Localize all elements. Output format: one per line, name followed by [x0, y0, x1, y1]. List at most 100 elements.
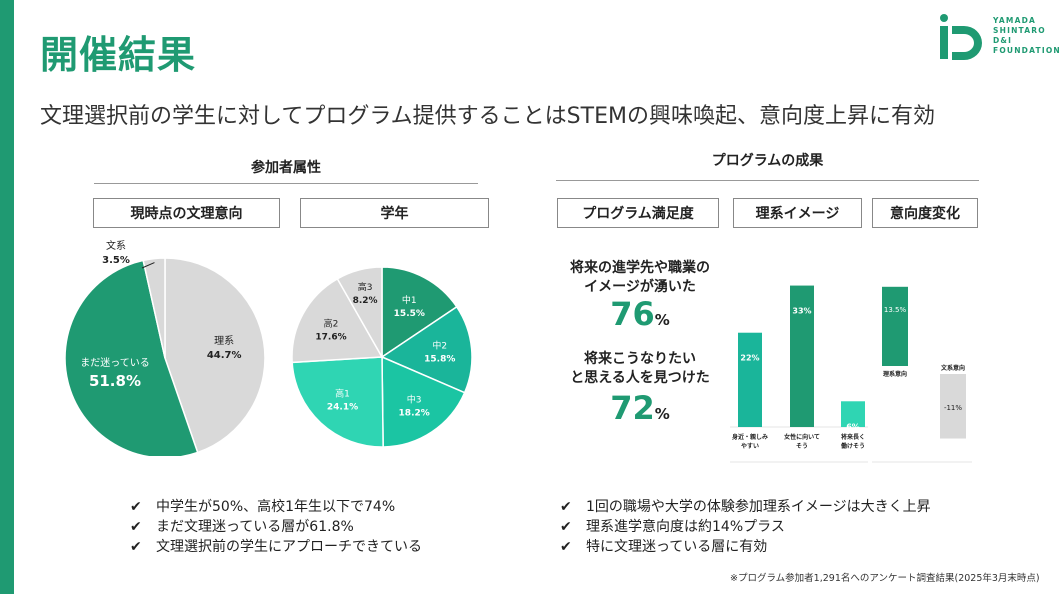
logo-line: YAMADA: [993, 16, 1037, 25]
pill-stem-image: 理系イメージ: [733, 198, 862, 228]
pie-slice-label: 中2: [432, 340, 447, 352]
logo-line: D&I: [993, 36, 1013, 45]
pie-slice-value: 15.5%: [394, 309, 425, 319]
bar-category-label: そう: [796, 443, 808, 450]
list-item: ✔ 中学生が50%、高校1年生以下で74%: [130, 497, 422, 517]
bar-value-label: 22%: [740, 354, 759, 363]
kpi1-label-line: 将来の進学先や職業の: [570, 260, 710, 276]
stem-intention-pie-chart: 理系 44.7% まだ迷っている 51.8% 文系 3.5%: [64, 239, 266, 456]
list-item: ✔ 特に文理迷っている層に有効: [560, 537, 931, 557]
footnote: ※プログラム参加者1,291名へのアンケート調査結果(2025年3月末時点): [730, 573, 1040, 584]
pie-slice-label: 高1: [335, 387, 350, 399]
kpi1-label: 将来の進学先や職業の イメージが湧いた: [550, 259, 730, 297]
bar: [882, 286, 908, 366]
pie-slice-label: まだ迷っている: [80, 357, 150, 369]
pie-slice-label: 中1: [402, 294, 417, 306]
pie-slice: [336, 266, 383, 360]
bar-category-label: 女性に向いて: [784, 433, 820, 441]
left-accent-bar: [0, 0, 14, 594]
logo-d: [952, 26, 982, 60]
pill-satisfaction: プログラム満足度: [557, 198, 719, 228]
kpi1-percent: %: [654, 311, 670, 329]
bar-category-label: やすい: [741, 442, 759, 450]
pie-slice: [291, 277, 384, 364]
kpi2-label: 将来こうなりたい と思える人を見つけた: [550, 350, 730, 388]
bullet-text: 特に文理迷っている層に有効: [586, 539, 768, 555]
bullet-text: 理系進学意向度は約14%プラス: [586, 519, 785, 535]
list-item: ✔ 1回の職場や大学の体験参加理系イメージは大きく上昇: [560, 497, 931, 517]
pie-slice-label: 文系: [106, 239, 126, 252]
bar-value-label: -11%: [944, 404, 962, 412]
list-item: ✔ 理系進学意向度は約14%プラス: [560, 517, 931, 537]
kpi2-label-line: 将来こうなりたい: [584, 351, 696, 367]
pie-slice-label: 高2: [324, 317, 339, 329]
bar-value-label: 13.5%: [884, 306, 907, 314]
kpi1-label-line: イメージが湧いた: [584, 279, 696, 295]
right-bullet-list: ✔ 1回の職場や大学の体験参加理系イメージは大きく上昇 ✔ 理系進学意向度は約14%…: [560, 497, 931, 557]
kpi2-value: 72%: [550, 389, 730, 427]
pie-slice: [64, 259, 199, 456]
kpi1-number: 76: [610, 295, 655, 333]
pie-slice: [142, 257, 166, 359]
attributes-section-title: 参加者属性: [251, 160, 321, 176]
callout-line: [141, 262, 155, 269]
bar: [738, 332, 762, 427]
section-divider: [94, 183, 478, 184]
pie-slice-value: 17.6%: [315, 332, 346, 342]
left-bullet-list: ✔ 中学生が50%、高校1年生以下で74% ✔ まだ文理迷っている層が61.8% ✔…: [130, 497, 422, 557]
pie-slice-value: 3.5%: [102, 255, 130, 266]
bar-category-label: 働けそう: [840, 442, 865, 450]
foundation-logo: [940, 14, 982, 60]
logo-dot: [940, 14, 948, 22]
pie-slice-label: 高3: [358, 281, 373, 293]
logo-line: FOUNDATION: [993, 46, 1061, 55]
kpi2-percent: %: [654, 405, 670, 423]
kpi1-value: 76%: [550, 295, 730, 333]
bar-category-label: 身近・親しみ: [732, 433, 768, 441]
bar: [790, 285, 814, 427]
pie-slice-label: 理系: [214, 335, 234, 347]
pie-slice-label: 中3: [407, 393, 422, 405]
logo-stem: [940, 26, 948, 59]
pie-slice-value: 24.1%: [327, 402, 358, 412]
bar-value-label: 33%: [792, 307, 811, 316]
pill-stem-intention: 現時点の文理意向: [93, 198, 280, 228]
list-item: ✔ まだ文理迷っている層が61.8%: [130, 517, 422, 537]
grade-pie-chart: 中1 15.5% 中2 15.8% 中3 18.2% 高1 24.1% 高2 17.6% 高3 8.2…: [291, 266, 473, 448]
check-icon: ✔: [130, 519, 142, 535]
check-icon: ✔: [130, 539, 142, 555]
results-section-title: プログラムの成果: [711, 153, 824, 169]
bullet-text: まだ文理迷っている層が61.8%: [156, 519, 354, 535]
pie-slice-value: 8.2%: [353, 296, 378, 306]
pill-intention-change: 意向度変化: [872, 198, 978, 228]
pie-slice: [291, 356, 384, 448]
pie-slice-value: 18.2%: [399, 408, 430, 418]
check-icon: ✔: [560, 519, 572, 535]
page-subtitle: 文理選択前の学生に対してプログラム提供することはSTEMの興味喚起、意向度上昇に…: [40, 104, 935, 129]
bar: [940, 374, 966, 439]
logo-text: YAMADA SHINTARO D&I FOUNDATION: [993, 16, 1061, 56]
intention-change-bar-chart: 13.5% 理系意向 -11% 文系意向: [872, 286, 972, 463]
list-item: ✔ 文理選択前の学生にアプローチできている: [130, 537, 422, 557]
page-title: 開催結果: [40, 33, 197, 77]
pill-grade: 学年: [300, 198, 489, 228]
kpi2-label-line: と思える人を見つけた: [570, 370, 710, 386]
pie-slice-value: 44.7%: [207, 350, 242, 361]
pie-slice-value: 51.8%: [89, 372, 141, 390]
section-divider: [556, 180, 979, 181]
check-icon: ✔: [560, 539, 572, 555]
check-icon: ✔: [130, 499, 142, 515]
pie-slice: [164, 257, 266, 454]
pie-slice: [381, 355, 466, 448]
pie-slice: [380, 305, 473, 394]
bar-category-label: 理系意向: [883, 370, 907, 378]
bullet-text: 文理選択前の学生にアプローチできている: [156, 539, 422, 555]
bar: [841, 401, 865, 427]
check-icon: ✔: [560, 499, 572, 515]
bar-category-label: 文系意向: [940, 364, 965, 372]
pie-slice: [381, 266, 458, 359]
bullet-text: 1回の職場や大学の体験参加理系イメージは大きく上昇: [586, 499, 931, 515]
bar-value-label: 6%: [846, 422, 860, 431]
kpi2-number: 72: [610, 389, 655, 427]
